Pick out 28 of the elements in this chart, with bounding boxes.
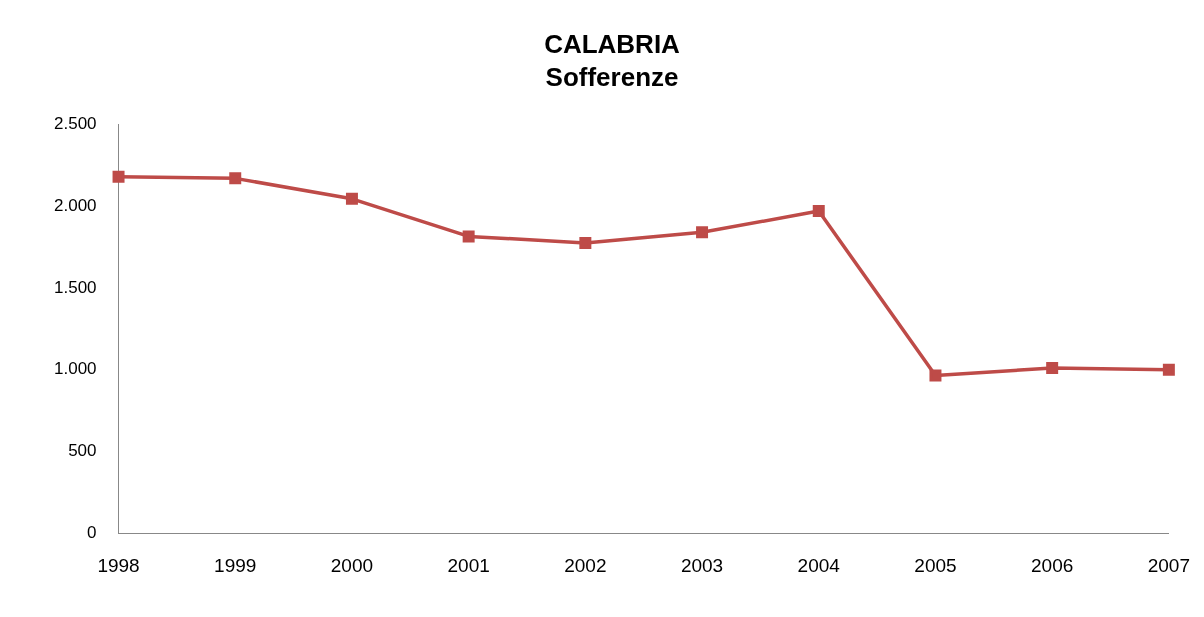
point — [812, 205, 825, 218]
x-tick-label: 2003 — [680, 554, 724, 576]
y-tick-label: 500 — [68, 441, 97, 461]
x-tick-label: 1999 — [214, 554, 257, 576]
point — [1046, 362, 1059, 375]
y-tick-label: 1.000 — [53, 359, 97, 379]
y-tick-label: 1.500 — [53, 277, 97, 297]
x-tick-label: 2007 — [1147, 554, 1191, 576]
point — [929, 369, 942, 382]
point — [229, 172, 242, 185]
y-tick-label: 0 — [87, 522, 97, 542]
point — [1162, 363, 1175, 376]
x-tick-label: 2001 — [447, 554, 490, 576]
x-tick-label: 2000 — [330, 554, 374, 576]
x-tick-label: 2004 — [797, 554, 841, 576]
x-tick-label: 2006 — [1031, 554, 1074, 576]
x-tick-label: 2005 — [914, 554, 957, 576]
y-tick-label: 2.500 — [53, 114, 97, 134]
chart-subtitle: Sofferenze — [545, 61, 679, 92]
point — [112, 170, 125, 183]
y-tick-label: 2.000 — [53, 195, 97, 215]
chart-title: CALABRIA — [544, 28, 681, 59]
x-tick-label: 1998 — [97, 554, 140, 576]
x-tick-label: 2002 — [564, 554, 607, 576]
point — [579, 236, 592, 249]
point — [462, 230, 475, 243]
point — [696, 226, 709, 239]
point — [345, 192, 358, 205]
